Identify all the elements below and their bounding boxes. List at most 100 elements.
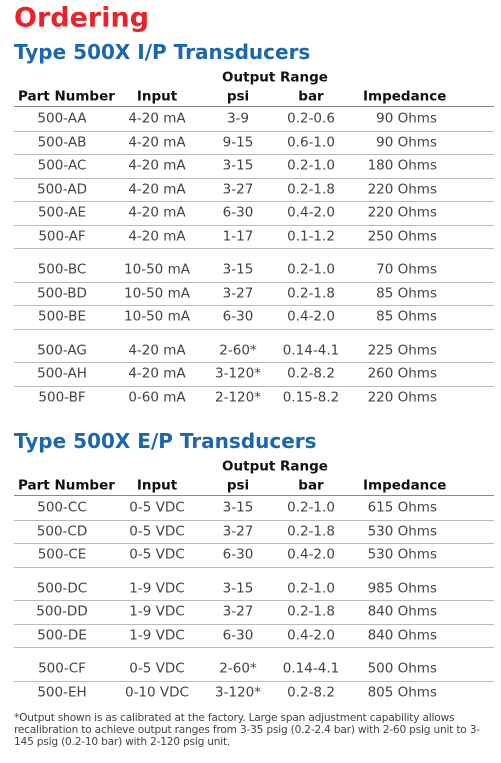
table-cell: 4-20 mA — [128, 365, 186, 382]
table-cell: 0-5 VDC — [129, 546, 185, 563]
table-cell: 840 Ohms — [367, 626, 437, 643]
table-cell: 4-20 mA — [128, 110, 186, 127]
table-cell: 3-15 — [222, 261, 254, 278]
table-cell: 500-CF — [38, 660, 86, 677]
table-cell: 10-50 mA — [124, 261, 190, 278]
table-cell: 0.2-1.0 — [287, 499, 335, 516]
column-header: bar — [298, 477, 324, 494]
table-cell: 985 Ohms — [367, 579, 437, 596]
row-rule — [14, 177, 494, 179]
table-cell: 0.14-4.1 — [282, 660, 340, 677]
table-cell: 0-5 VDC — [129, 499, 185, 516]
row-rule — [14, 566, 494, 568]
table-cell: 500-DD — [36, 603, 88, 620]
table-cell: 3-15 — [222, 499, 254, 516]
table-cell: 180 Ohms — [367, 157, 437, 174]
table-cell: 500-DE — [37, 626, 87, 643]
row-rule — [14, 328, 494, 330]
table-cell: 3-9 — [226, 110, 250, 127]
table-cell: 3-120* — [215, 683, 261, 700]
table-cell: 225 Ohms — [367, 341, 437, 358]
table-cell: 4-20 mA — [128, 341, 186, 358]
table-cell: 4-20 mA — [128, 204, 186, 221]
row-rule — [14, 623, 494, 625]
table-cell: 1-9 VDC — [129, 579, 185, 596]
table-cell: 0.4-2.0 — [287, 546, 335, 563]
column-header: psi — [226, 88, 250, 105]
row-rule — [14, 248, 494, 249]
table-cell: 0.2-8.2 — [287, 365, 335, 382]
row-rule — [14, 362, 494, 363]
table-cell: 2-60* — [219, 660, 257, 677]
row-rule — [14, 224, 494, 226]
table-cell: 250 Ohms — [367, 227, 437, 244]
column-header: psi — [226, 477, 250, 494]
group-header: Output Range — [222, 458, 328, 475]
table-cell: 9-15 — [222, 133, 254, 150]
row-rule — [14, 385, 494, 387]
table-cell: 0.2-1.0 — [287, 157, 335, 174]
table-cell: 4-20 mA — [128, 180, 186, 197]
table-cell: 3-27 — [222, 284, 254, 301]
table-cell: 0.2-0.6 — [287, 110, 335, 127]
table-cell: 0.6-1.0 — [287, 133, 335, 150]
table-cell: 3-27 — [222, 180, 254, 197]
row-rule — [14, 680, 494, 682]
column-header: Input — [136, 477, 178, 494]
table-cell: 85 Ohms — [376, 308, 437, 325]
table-cell: 500-BF — [38, 388, 86, 405]
table-cell: 500-DC — [36, 579, 88, 596]
table-cell: 840 Ohms — [367, 603, 437, 620]
table-cell: 0-10 VDC — [125, 683, 189, 700]
table-cell: 0-5 VDC — [129, 660, 185, 677]
table-cell: 10-50 mA — [124, 284, 190, 301]
table-cell: 2-60* — [219, 341, 257, 358]
row-rule — [14, 600, 494, 601]
row-rule — [14, 543, 494, 544]
table-cell: 0.4-2.0 — [287, 626, 335, 643]
table-cell: 6-30 — [222, 204, 254, 221]
table-cell: 0.2-1.0 — [287, 261, 335, 278]
table-cell: 500-BD — [37, 284, 87, 301]
table-cell: 500-EH — [37, 683, 87, 700]
table-cell: 0.2-1.8 — [287, 522, 335, 539]
table-cell: 10-50 mA — [124, 308, 190, 325]
table-cell: 1-9 VDC — [129, 603, 185, 620]
table-cell: 500 Ohms — [367, 660, 437, 677]
header-rule — [14, 495, 494, 496]
table-cell: 3-27 — [222, 522, 254, 539]
table-cell: 220 Ohms — [367, 388, 437, 405]
table-cell: 500-AH — [37, 365, 87, 382]
table-cell: 3-15 — [222, 579, 254, 596]
table-cell: 90 Ohms — [376, 110, 437, 127]
table-cell: 3-15 — [222, 157, 254, 174]
row-rule — [14, 130, 494, 132]
table-cell: 500-AG — [37, 341, 87, 358]
row-rule — [14, 305, 494, 306]
table-cell: 0.4-2.0 — [287, 204, 335, 221]
table-cell: 0.2-1.0 — [287, 579, 335, 596]
table-cell: 2-120* — [215, 388, 261, 405]
table-cell: 500-AB — [37, 133, 87, 150]
table-cell: 4-20 mA — [128, 157, 186, 174]
table-cell: 0-5 VDC — [129, 522, 185, 539]
table-cell: 500-CC — [37, 499, 87, 516]
table-cell: 3-120* — [215, 365, 261, 382]
table-cell: 0.1-1.2 — [287, 227, 335, 244]
table-cell: 0.2-1.8 — [287, 284, 335, 301]
table-cell: 530 Ohms — [367, 522, 437, 539]
table-cell: 1-17 — [222, 227, 254, 244]
table-cell: 500-AC — [37, 157, 87, 174]
table-cell: 805 Ohms — [367, 683, 437, 700]
table-cell: 4-20 mA — [128, 133, 186, 150]
table-cell: 0.2-1.8 — [287, 603, 335, 620]
table-cell: 0.14-4.1 — [282, 341, 340, 358]
table-cell: 4-20 mA — [128, 227, 186, 244]
table-cell: 500-BE — [38, 308, 86, 325]
title: Ordering — [14, 2, 150, 34]
column-header: Input — [136, 88, 178, 105]
table-cell: 6-30 — [222, 546, 254, 563]
row-rule — [14, 519, 494, 521]
table-cell: 6-30 — [222, 626, 254, 643]
